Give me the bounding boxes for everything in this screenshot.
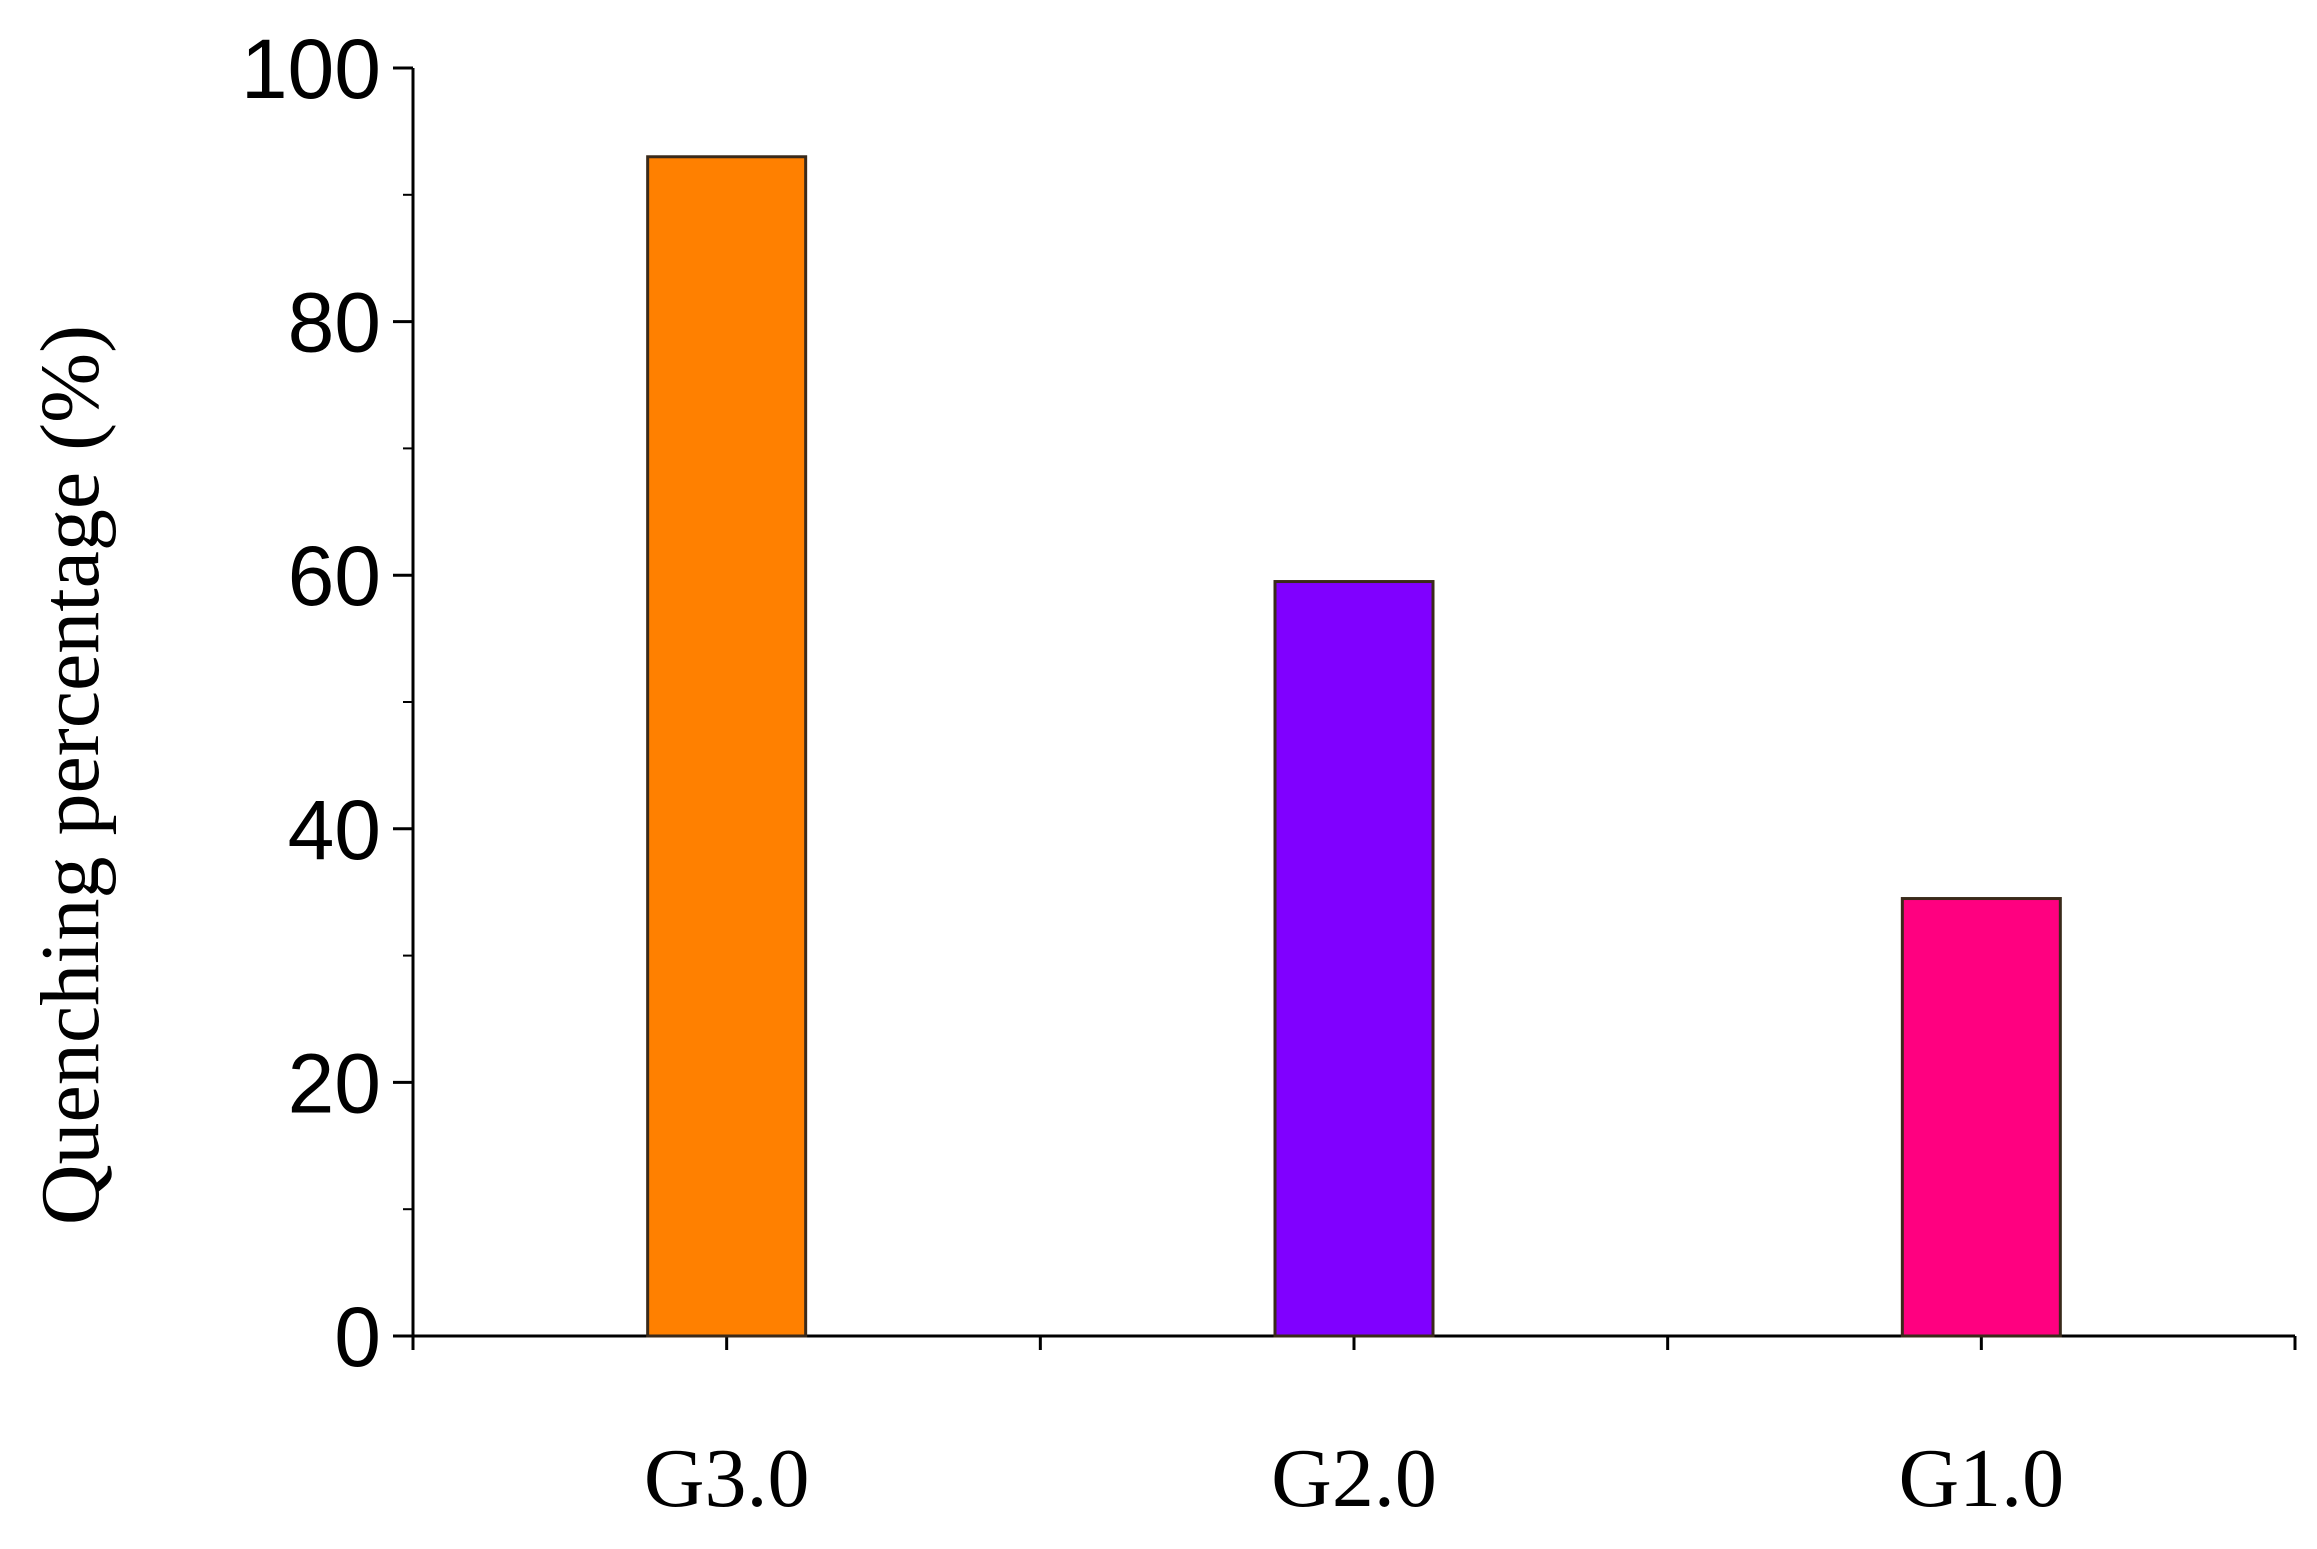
bar-g3-0 bbox=[646, 155, 808, 1338]
y-tick-label: 20 bbox=[288, 1036, 381, 1130]
y-tick-label: 60 bbox=[288, 529, 381, 623]
y-tick-label: 100 bbox=[241, 22, 381, 116]
x-tick-label: G2.0 bbox=[1271, 1432, 1437, 1525]
y-tick-label: 80 bbox=[288, 276, 381, 370]
y-axis-title: Quenching percentage (%) bbox=[24, 325, 117, 1225]
y-tick-labels: 0 20 40 60 80 100 bbox=[241, 22, 381, 1384]
y-tick-label: 0 bbox=[334, 1290, 381, 1384]
bar-g1-0 bbox=[1900, 897, 2062, 1338]
y-tick-label: 40 bbox=[288, 783, 381, 877]
y-axis bbox=[393, 66, 415, 1338]
bar-g2-0 bbox=[1273, 580, 1435, 1338]
x-tick-label: G3.0 bbox=[644, 1432, 810, 1525]
x-axis bbox=[393, 1334, 2297, 1350]
bars bbox=[646, 155, 2062, 1338]
x-tick-labels: G3.0 G2.0 G1.0 bbox=[644, 1432, 2064, 1525]
x-tick-label: G1.0 bbox=[1898, 1432, 2064, 1525]
